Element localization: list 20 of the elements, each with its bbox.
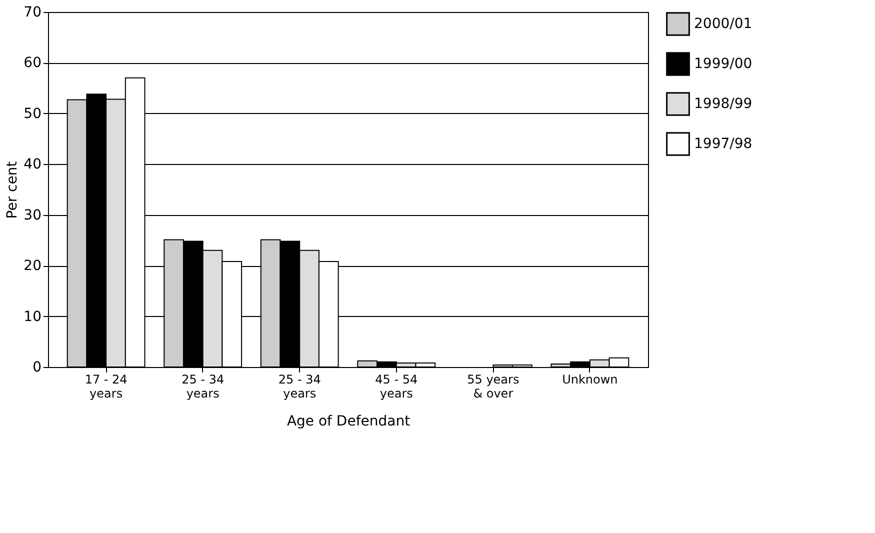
x-tick-label: 55 years & over: [467, 372, 520, 400]
y-tick-label: 0: [32, 360, 42, 376]
y-tick-label: 30: [24, 207, 42, 224]
x-tick-label: 45 - 54 years: [375, 372, 418, 400]
x-tick-label: 25 - 34 years: [182, 372, 224, 400]
x-tick-label: 25 - 34 years: [278, 372, 321, 400]
legend-label: 1998/99: [694, 96, 752, 112]
y-tick-label: 10: [24, 308, 42, 325]
legend-label: 1999/00: [694, 56, 752, 72]
x-axis-title: Age of Defendant: [286, 414, 411, 430]
x-tick-label: Unknown: [562, 372, 618, 386]
y-tick-label: 70: [24, 4, 42, 20]
y-tick-label: 50: [24, 106, 42, 122]
legend-label: 1997/98: [694, 136, 752, 152]
x-tick-label: 17 - 24 years: [84, 372, 128, 400]
legend-label: 2000/01: [694, 16, 752, 32]
y-tick-label: 60: [24, 55, 42, 72]
y-tick-label: 20: [24, 258, 42, 274]
y-tick-label: 40: [24, 156, 42, 173]
y-axis-title: Per cent: [4, 160, 21, 219]
